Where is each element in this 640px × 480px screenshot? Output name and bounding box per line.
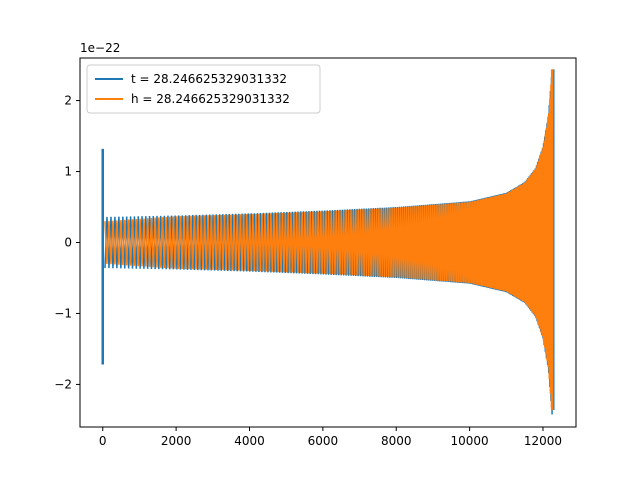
- y-tick-label: −2: [54, 377, 72, 391]
- x-tick-label: 10000: [451, 434, 489, 448]
- y-tick-label: 0: [64, 236, 72, 250]
- legend-box: [86, 64, 321, 114]
- y-tick-label: −1: [54, 306, 72, 320]
- y-tick-label: 2: [64, 94, 72, 108]
- x-tick-label: 2000: [161, 434, 192, 448]
- y-offset-label: 1e−22: [80, 41, 120, 55]
- x-tick-label: 12000: [524, 434, 562, 448]
- legend-label-2: h = 28.246625329031332: [131, 92, 290, 106]
- x-tick-label: 0: [99, 434, 107, 448]
- legend-label-1: t = 28.246625329031332: [131, 72, 287, 86]
- plot-area: [101, 69, 555, 415]
- series-line-1: [104, 77, 553, 415]
- x-tick-label: 8000: [381, 434, 412, 448]
- axes: 0 2000 4000 6000 8000 10000 12000 −2 −1 0 1 2 1e−22: [54, 41, 577, 448]
- legend: t = 28.246625329031332 h = 28.24662532903…: [86, 64, 321, 114]
- series-line-2: [104, 70, 553, 408]
- y-tick-label: 1: [64, 165, 72, 179]
- series-2: [104, 69, 554, 410]
- x-tick-label: 6000: [308, 434, 339, 448]
- x-tick-label: 4000: [234, 434, 265, 448]
